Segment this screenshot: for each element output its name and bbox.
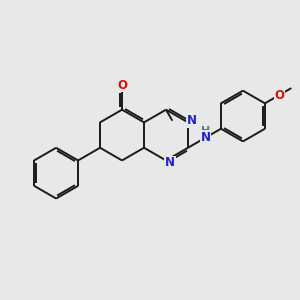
Text: N: N (187, 114, 197, 128)
Text: O: O (117, 79, 127, 92)
Text: O: O (274, 88, 284, 102)
Text: N: N (165, 156, 175, 169)
Text: H: H (201, 126, 210, 136)
Text: N: N (201, 131, 211, 144)
